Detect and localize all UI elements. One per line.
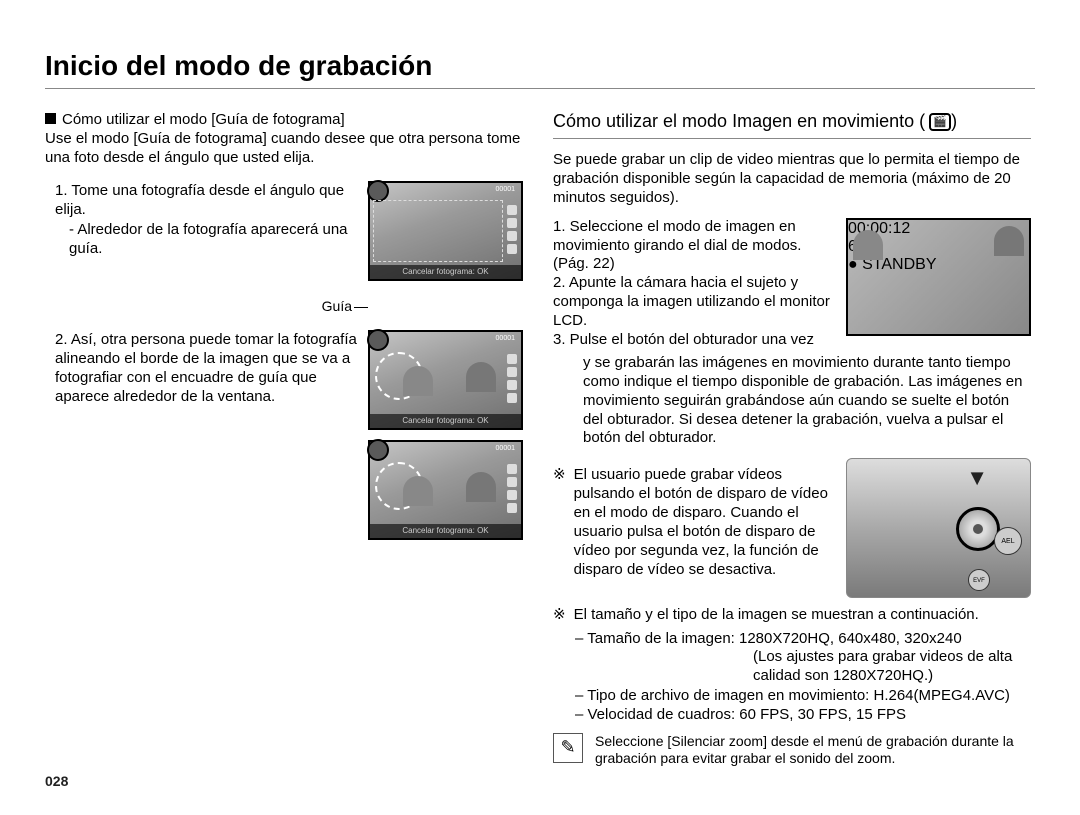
guia-label: Guía [55,298,358,316]
left-step1-main: 1. Tome una fotografía desde el ángulo q… [55,182,344,218]
left-step-2-text: 2. Así, otra persona puede tomar la foto… [45,330,358,407]
counter-label: 00001 [496,335,515,342]
people-placeholder [398,356,501,412]
reference-mark-icon: ※ [553,606,566,625]
frame-guide-screenshot-2: 00001 Cancelar fotograma: OK [368,330,523,430]
right-note1-row: ※ El usuario puede grabar vídeos pulsand… [553,458,1031,598]
spec-list: – Tamaño de la imagen: 1280X720HQ, 640x4… [553,629,1031,648]
ael-button-icon: AEL [994,527,1022,555]
spec-list-2: – Tipo de archivo de imagen en movimient… [553,686,1031,724]
reference-mark-icon: ※ [553,466,566,579]
left-column: Cómo utilizar el modo [Guía de fotograma… [45,111,523,768]
cancel-bar: Cancelar fotograma: OK [370,265,521,279]
mode-circle-icon [367,180,389,202]
type-line: – Tipo de archivo de imagen en movimient… [575,686,1031,705]
right-intro: Se puede grabar un clip de video mientra… [553,151,1031,208]
left-step-1: 1. Tome una fotografía desde el ángulo q… [45,181,523,316]
right-note2: El tamaño y el tipo de la imagen se mues… [574,606,979,625]
mode-circle-icon [367,329,389,351]
right-header-close: ) [951,111,957,132]
status-icons [507,354,517,403]
right-step3b: y se grabarán las imágenes en movimiento… [553,354,1031,448]
movie-mode-screenshot: 00:00:12 640 ● STANDBY [846,218,1031,336]
left-subheader-line: Cómo utilizar el modo [Guía de fotograma… [45,111,523,130]
counter-label: 00001 [496,445,515,452]
right-header-text: Cómo utilizar el modo Imagen en movimien… [553,111,925,132]
movie-mode-icon: 🎬 [929,113,951,131]
cancel-bar: Cancelar fotograma: OK [370,524,521,538]
left-intro: Use el modo [Guía de fotograma] cuando d… [45,130,523,168]
right-step3a: 3. Pulse el botón del obturador una vez [553,331,836,350]
square-bullet-icon [45,113,56,124]
right-note2-row: ※ El tamaño y el tipo de la imagen se mu… [553,606,1031,625]
right-step1: 1. Seleccione el modo de imagen en movim… [553,218,836,275]
mode-circle-icon [367,439,389,461]
evf-button-icon: EVF [968,569,990,591]
counter-label: 00001 [496,186,515,193]
fps-line: – Velocidad de cuadros: 60 FPS, 30 FPS, … [575,705,1031,724]
note-icon: ✎ [553,733,583,763]
left-step-1-text: 1. Tome una fotografía desde el ángulo q… [45,181,358,316]
size-line: – Tamaño de la imagen: 1280X720HQ, 640x4… [575,629,1031,648]
right-column: Cómo utilizar el modo Imagen en movimien… [553,111,1031,768]
size-sub: (Los ajustes para grabar videos de alta … [553,648,1031,686]
right-step2: 2. Apunte la cámara hacia el sujeto y co… [553,274,836,331]
people-placeholder [398,466,501,522]
cancel-bar: Cancelar fotograma: OK [370,414,521,428]
left-subheader: Cómo utilizar el modo [Guía de fotograma… [62,111,345,128]
right-note1: El usuario puede grabar vídeos pulsando … [574,466,836,579]
status-icons [507,205,517,254]
record-button-icon [956,507,1000,551]
left-step-2: 2. Así, otra persona puede tomar la foto… [45,330,523,540]
page-number: 028 [45,773,68,789]
footer-note: ✎ Seleccione [Silenciar zoom] desde el m… [553,733,1031,768]
content-columns: Cómo utilizar el modo [Guía de fotograma… [45,111,1035,768]
page-title: Inicio del modo de grabación [45,50,1035,89]
status-icons [507,464,517,513]
footer-note-text: Seleccione [Silenciar zoom] desde el men… [595,733,1031,768]
right-steps-top: 1. Seleccione el modo de imagen en movim… [553,218,1031,350]
left-step1-sub: - Alrededor de la fotografía aparecerá u… [55,220,358,258]
guide-frame-icon [373,200,503,262]
frame-guide-screenshot-1: 00001 Cancelar fotograma: OK [368,181,523,281]
frame-guide-screenshot-3: 00001 Cancelar fotograma: OK [368,440,523,540]
right-section-header: Cómo utilizar el modo Imagen en movimien… [553,111,1031,139]
camera-top-illustration: AEL EVF [846,458,1031,598]
